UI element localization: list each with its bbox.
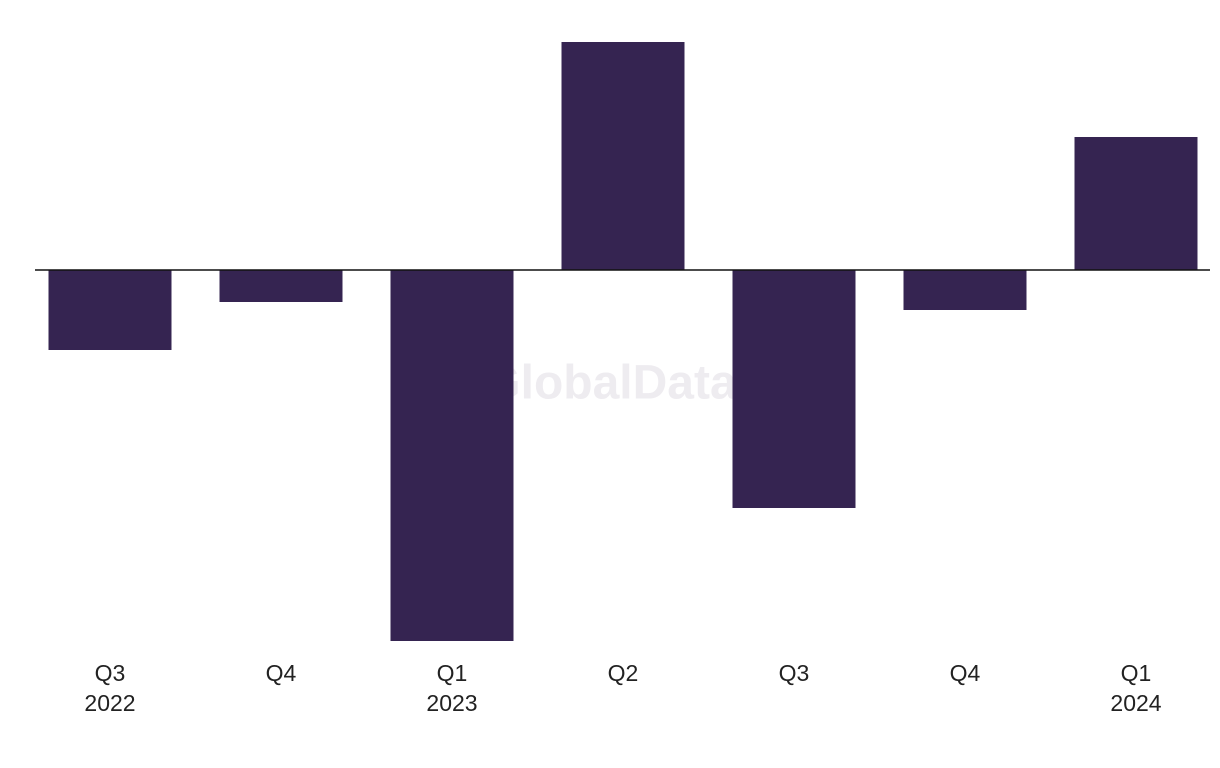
bar [561,42,685,270]
bar [732,270,856,508]
bar [903,270,1027,310]
x-tick-label: Q2 [607,660,639,686]
x-tick-label: Q1 2023 [426,660,478,716]
x-tick-label: Q3 [778,660,810,686]
bar [1074,137,1198,270]
bar [219,270,343,302]
bar [48,270,172,350]
x-tick-label: Q3 2022 [84,660,136,716]
x-tick-label: Q4 [265,660,297,686]
x-tick-label: Q1 2024 [1110,660,1162,716]
watermark: GlobalData [483,357,737,410]
bar [390,270,514,641]
x-tick-label: Q4 [949,660,981,686]
